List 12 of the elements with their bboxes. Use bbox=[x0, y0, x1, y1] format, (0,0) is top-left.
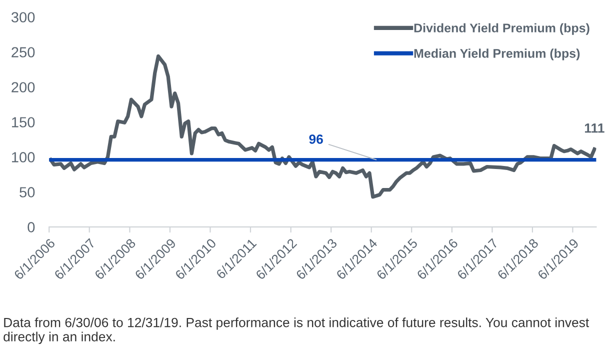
annotation: 96 bbox=[309, 134, 323, 144]
y-tick-label: 200 bbox=[12, 82, 35, 92]
y-tick-label: 50 bbox=[20, 187, 35, 198]
y-tick-label: 100 bbox=[12, 152, 35, 162]
legend-label: Dividend Yield Premium (bps) bbox=[414, 23, 590, 35]
y-tick-label: 150 bbox=[12, 117, 35, 128]
y-tick-label: 300 bbox=[11, 12, 35, 22]
annotation: 111 bbox=[584, 124, 604, 133]
y-tick-label: 250 bbox=[12, 47, 35, 58]
text: Data from 6/30/06 to 12/31/19. Past performance is not indicative of future results. You cannot invest directly in an index. bbox=[4, 318, 590, 344]
legend-label: Median Yield Premium (bps) bbox=[414, 48, 580, 60]
y-tick-label: 0 bbox=[28, 222, 35, 232]
